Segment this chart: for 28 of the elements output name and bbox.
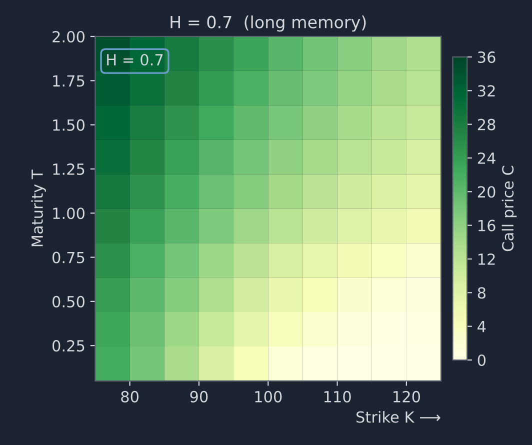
- y-tick-label: 1.25: [53, 163, 84, 175]
- color-bar-label: 16: [478, 220, 496, 232]
- y-tick-label: 0.75: [52, 252, 84, 264]
- y-tick-label: 1.00: [53, 208, 84, 220]
- color-bar-label: 24: [478, 152, 496, 164]
- y-tick-label: 1.50: [53, 119, 84, 131]
- color-bar-label: 12: [478, 253, 495, 265]
- color-bar-label: 28: [478, 118, 496, 130]
- chart-title: H = 0.7 (long memory): [170, 15, 366, 32]
- y-tick-label: 2.00: [52, 30, 84, 43]
- color-bar-label: 20: [478, 186, 496, 198]
- y-axis-title: Maturity T: [31, 170, 46, 246]
- x-axis-title: Strike K ⟶: [356, 410, 440, 423]
- color-bar-label: 32: [478, 85, 495, 97]
- color-bar-label: 0: [478, 354, 486, 366]
- color-bar-label: 4: [478, 321, 486, 332]
- x-tick-label: 80: [121, 390, 139, 402]
- color-bar-label: 36: [478, 51, 496, 63]
- y-tick-label: 1.75: [53, 75, 84, 87]
- color-bar-title: Call price C: [502, 166, 517, 252]
- y-tick-label: 0.25: [52, 340, 84, 352]
- color-bar-label: 8: [478, 287, 486, 299]
- x-tick-label: 100: [255, 390, 282, 402]
- x-tick-label: 120: [394, 390, 420, 402]
- x-tick-label: 90: [190, 390, 208, 402]
- x-tick-label: 110: [324, 390, 351, 402]
- y-tick-label: 0.50: [52, 296, 84, 308]
- annotation: H = 0.7: [107, 54, 163, 66]
